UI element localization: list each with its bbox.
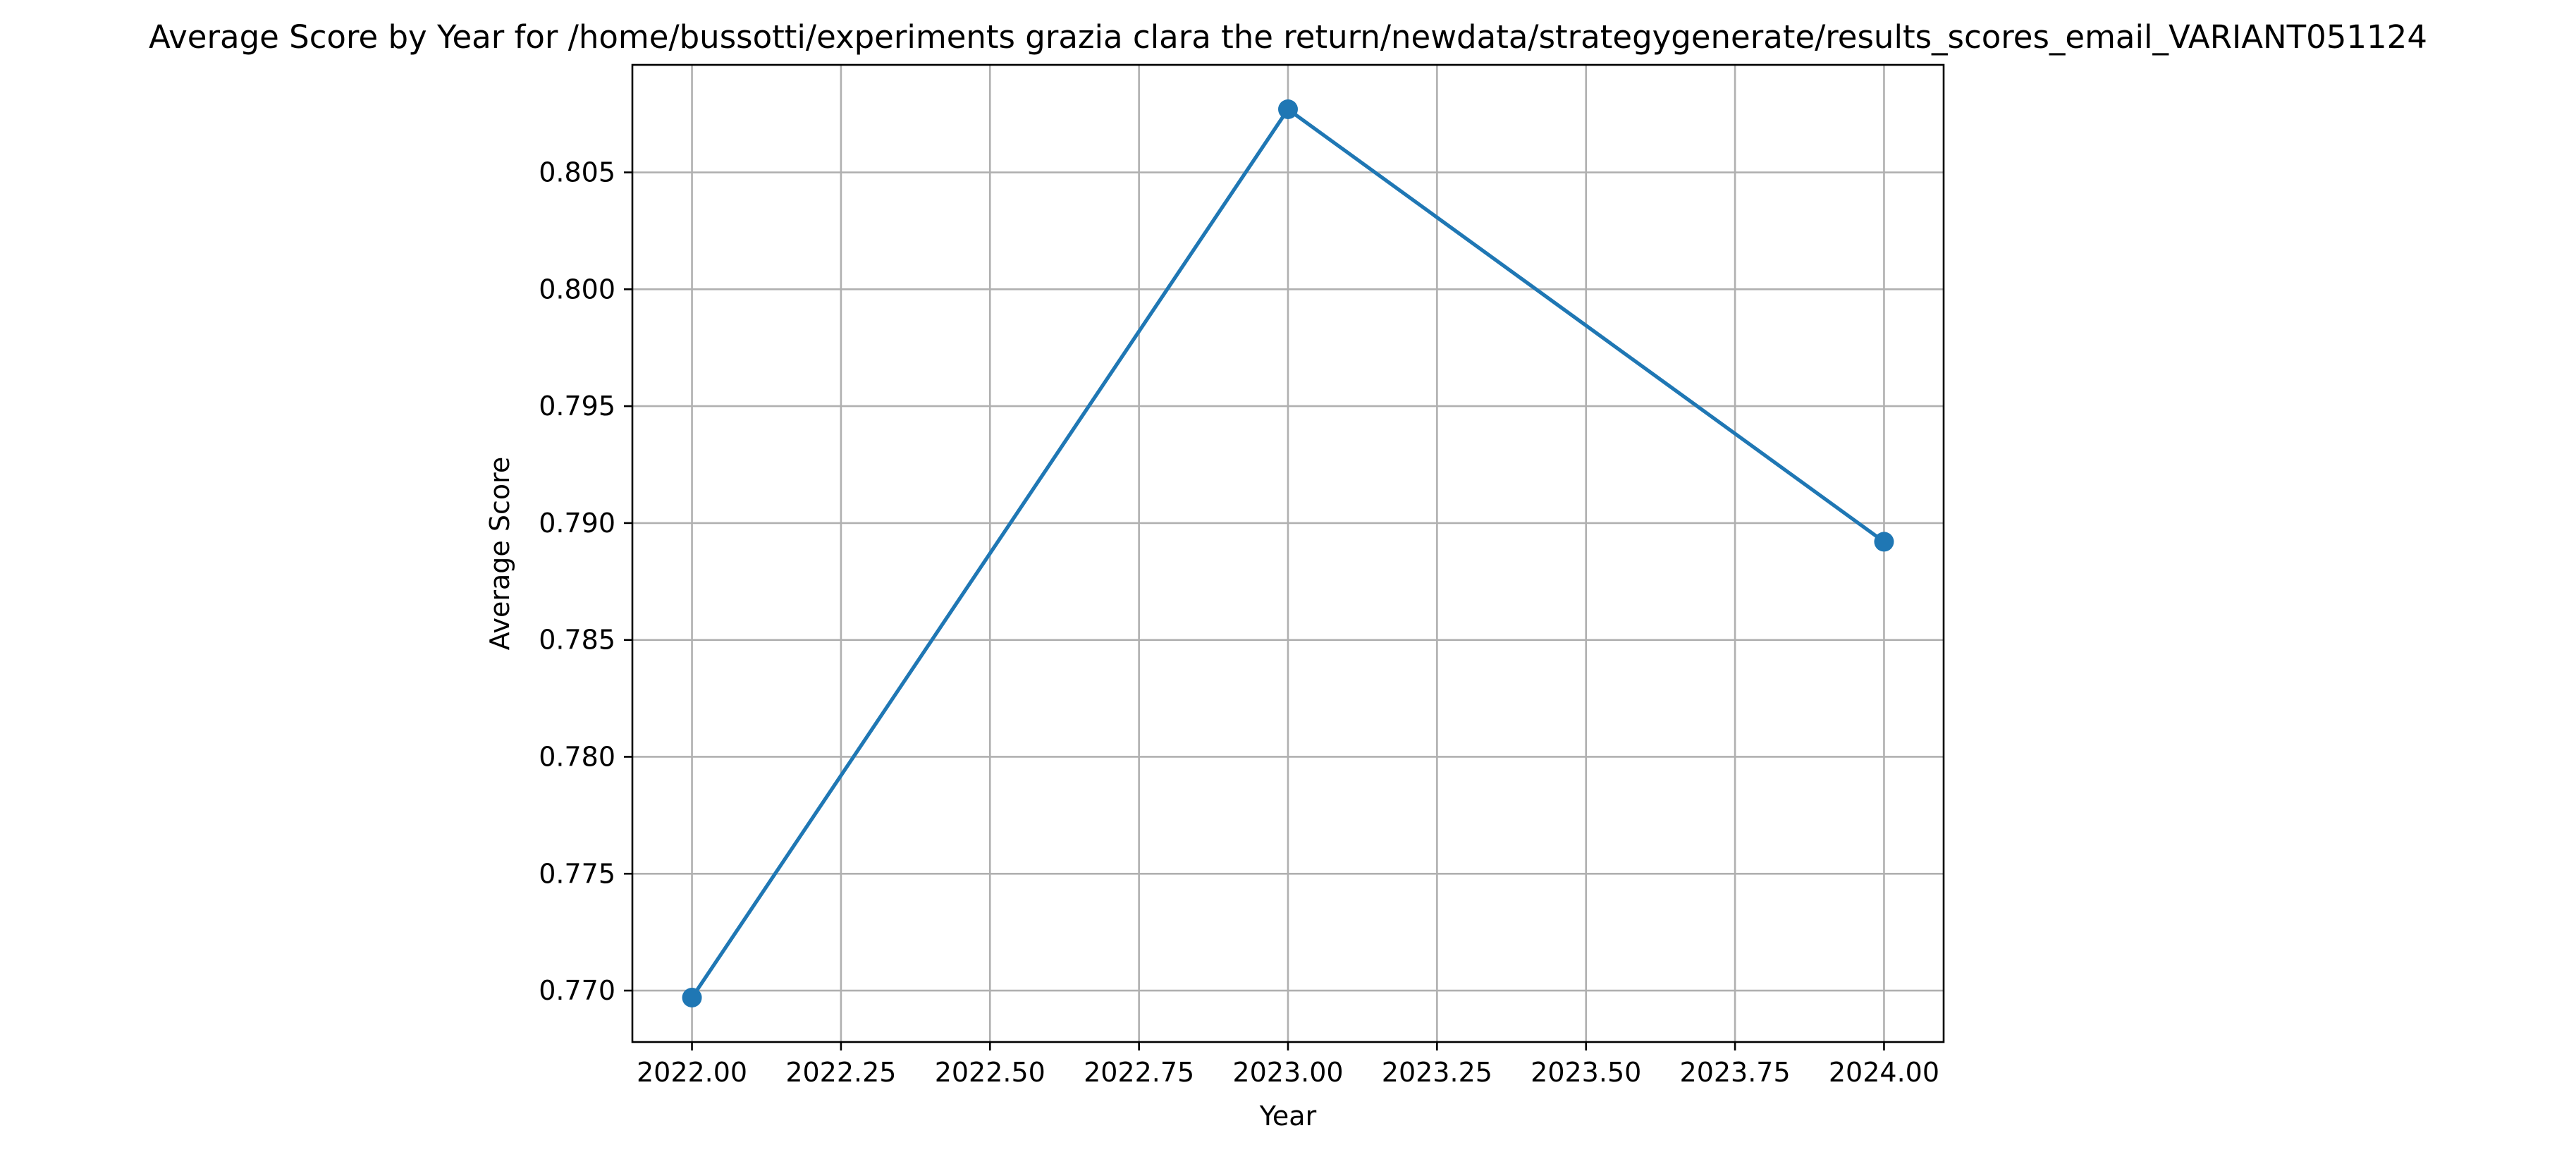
y-tick-label: 0.790 — [539, 508, 615, 539]
x-tick-label: 2022.25 — [785, 1057, 896, 1088]
data-point — [1874, 532, 1894, 552]
chart-title: Average Score by Year for /home/bussotti… — [149, 18, 2427, 56]
y-axis-ticks: 0.770 0.775 0.780 0.785 0.790 0.795 0.800 0.805 — [539, 157, 632, 1006]
axes-frame — [631, 63, 1945, 1043]
y-tick-label: 0.800 — [539, 274, 615, 305]
x-tick-label: 2022.75 — [1084, 1057, 1194, 1088]
series-layer — [682, 99, 1894, 1007]
x-tick-label: 2023.00 — [1232, 1057, 1343, 1088]
y-tick-label: 0.770 — [539, 975, 615, 1006]
x-tick-label: 2022.50 — [935, 1057, 1045, 1088]
y-tick-label: 0.795 — [539, 391, 615, 422]
x-axis-ticks: 2022.00 2022.25 2022.50 2022.75 2023.00 2023.… — [637, 1042, 1939, 1088]
x-tick-label: 2023.75 — [1680, 1057, 1791, 1088]
x-tick-label: 2023.50 — [1531, 1057, 1641, 1088]
y-tick-label: 0.780 — [539, 741, 615, 772]
data-point — [682, 988, 702, 1007]
y-axis-label: Average Score — [484, 457, 515, 651]
x-tick-label: 2022.00 — [637, 1057, 747, 1088]
x-tick-label: 2023.25 — [1382, 1057, 1492, 1088]
y-tick-label: 0.805 — [539, 157, 615, 188]
y-tick-label: 0.775 — [539, 858, 615, 889]
y-tick-label: 0.785 — [539, 625, 615, 656]
data-point — [1278, 99, 1298, 119]
grid — [632, 65, 1944, 1042]
x-axis-label: Year — [1259, 1101, 1317, 1132]
x-tick-label: 2024.00 — [1829, 1057, 1939, 1088]
